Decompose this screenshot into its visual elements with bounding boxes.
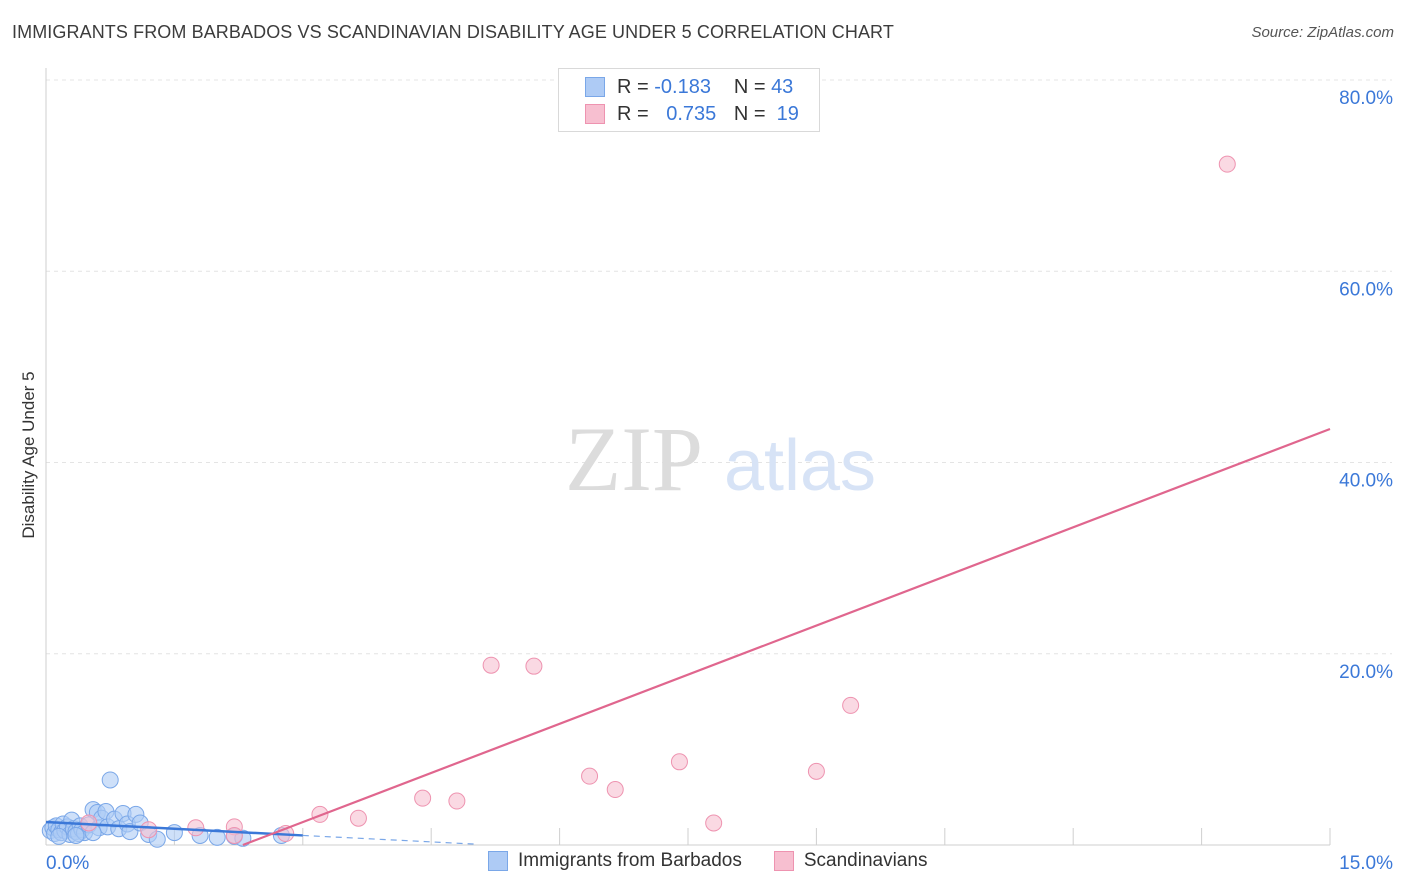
legend-row-scandinavians: R = 0.735 N = 19 xyxy=(585,101,799,127)
legend-swatch-pink xyxy=(773,851,794,871)
correlation-legend: R = -0.183 N = 43 R = 0.735 N = 19 xyxy=(558,68,820,132)
trend-line-barbados xyxy=(45,820,303,837)
legend-r-label: R = xyxy=(617,75,649,98)
data-point-scandinavians xyxy=(187,819,205,837)
legend-n-label: N = xyxy=(733,102,766,125)
data-point-scandinavians xyxy=(225,826,243,844)
y-tick-label: 80.0% xyxy=(1339,88,1393,109)
data-point-scandinavians xyxy=(482,656,500,674)
y-tick-label: 20.0% xyxy=(1339,662,1393,683)
trend-line-scandinavians xyxy=(242,428,1331,847)
y-tick-label: 60.0% xyxy=(1339,279,1393,300)
legend-swatch-blue xyxy=(585,77,605,97)
data-point-scandinavians xyxy=(414,789,432,807)
data-point-barbados xyxy=(165,824,183,842)
legend-n-label: N = xyxy=(733,75,766,98)
x-tick-label: 15.0% xyxy=(1339,853,1393,874)
data-point-scandinavians xyxy=(581,767,599,785)
data-point-barbados xyxy=(50,827,68,845)
data-point-barbados xyxy=(101,771,119,789)
legend-r-value: 0.735 xyxy=(666,102,717,125)
series-scandinavians-points xyxy=(80,155,1236,844)
legend-n-value: 19 xyxy=(776,102,799,125)
series-barbados-points xyxy=(41,771,290,848)
data-point-scandinavians xyxy=(140,821,158,839)
legend-row-barbados: R = -0.183 N = 43 xyxy=(585,74,793,100)
data-point-scandinavians xyxy=(525,657,543,675)
x-tick-label: 0.0% xyxy=(46,853,89,874)
data-point-scandinavians xyxy=(670,753,688,771)
legend-label-barbados: Immigrants from Barbados xyxy=(518,850,742,871)
data-point-scandinavians xyxy=(448,792,466,810)
data-point-scandinavians xyxy=(705,814,723,832)
series-legend: Immigrants from Barbados Scandinavians xyxy=(488,850,959,872)
axes xyxy=(45,68,1331,846)
gridlines xyxy=(46,79,1392,655)
legend-swatch-pink xyxy=(585,104,605,124)
watermark-zip: ZIP xyxy=(565,408,703,510)
legend-label-scandinavians: Scandinavians xyxy=(803,850,928,871)
legend-r-value: -0.183 xyxy=(654,75,711,98)
data-point-barbados xyxy=(67,826,85,844)
data-point-scandinavians xyxy=(842,696,860,714)
trend-lines xyxy=(45,428,1331,847)
legend-swatch-blue xyxy=(488,851,508,871)
y-tick-label: 40.0% xyxy=(1339,471,1393,492)
tick-labels: 20.0% 40.0% 60.0% 80.0% 0.0% 15.0% xyxy=(46,88,1393,874)
watermark: ZIP atlas xyxy=(565,408,876,510)
source-label: Source: ZipAtlas.com xyxy=(1251,24,1394,41)
data-point-barbados xyxy=(208,828,226,846)
data-point-scandinavians xyxy=(349,809,367,827)
chart-title: IMMIGRANTS FROM BARBADOS VS SCANDINAVIAN… xyxy=(12,22,894,42)
legend-r-label: R = xyxy=(617,102,649,125)
watermark-atlas: atlas xyxy=(724,426,876,506)
legend-n-value: 43 xyxy=(771,75,794,98)
legend-item-barbados: Immigrants from Barbados xyxy=(488,850,742,872)
data-point-scandinavians xyxy=(606,781,624,799)
legend-item-scandinavians: Scandinavians xyxy=(773,850,928,872)
data-point-scandinavians xyxy=(1218,155,1236,173)
y-axis-label: Disability Age Under 5 xyxy=(19,371,38,538)
trend-line-barbados-extension xyxy=(302,834,475,845)
data-point-scandinavians xyxy=(807,762,825,780)
